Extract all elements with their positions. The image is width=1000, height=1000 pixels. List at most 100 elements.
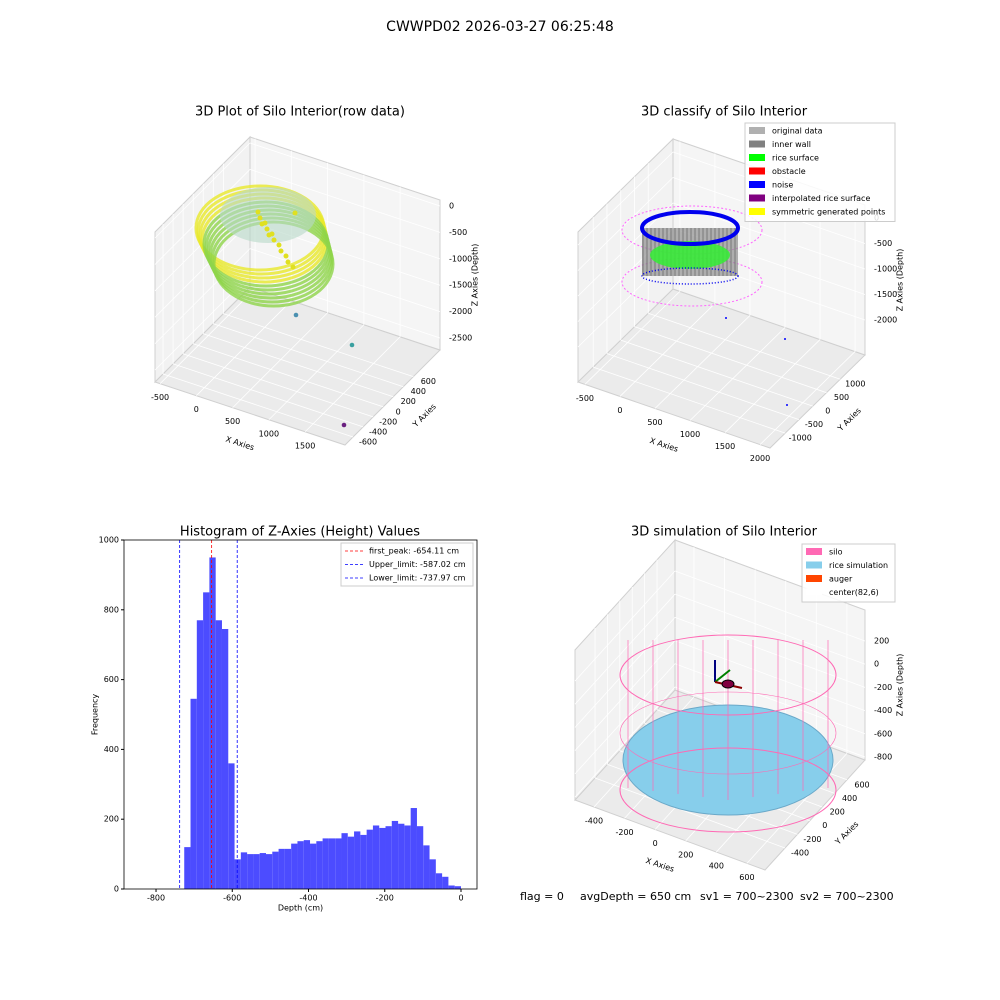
hist-bar [416, 826, 424, 889]
legend-swatch [749, 154, 765, 161]
z-tick-label: -1500 [449, 281, 472, 290]
hist-bar [442, 876, 449, 889]
hist-bar [234, 859, 241, 889]
y-tick-label: 200 [401, 397, 416, 406]
grid-line [574, 617, 676, 728]
axes-frame [123, 539, 478, 890]
grid-line [159, 288, 256, 384]
legend-box [744, 122, 896, 222]
z-tick-label: 0 [449, 202, 454, 211]
y-tick-label: 200 [104, 815, 119, 824]
chart-title: 3D classify of Silo Interior [641, 105, 808, 120]
legend-label: rice surface [772, 154, 819, 163]
noise-bottom [641, 267, 739, 285]
grid-line [674, 570, 866, 642]
grid-line [193, 343, 384, 408]
z-tick-label: -2000 [449, 307, 472, 316]
y-tick-label: 0 [396, 407, 401, 416]
legend-label: noise [772, 181, 793, 190]
grid-line [223, 313, 414, 378]
x-tick-label: 0 [458, 894, 463, 903]
rice-point [283, 253, 289, 259]
hist-bar [435, 873, 443, 889]
legend-swatch [749, 140, 765, 148]
y-tick-label: -600 [359, 437, 377, 446]
legend-label: auger [829, 575, 853, 584]
x-tick-label: -200 [376, 894, 394, 903]
silo-bottom [619, 747, 837, 833]
hist-bar [203, 592, 210, 889]
z-tick-label: -400 [874, 706, 892, 715]
rice-point [255, 209, 261, 215]
y-tick-label: 400 [842, 794, 857, 803]
y-tick-label: 1000 [845, 380, 865, 389]
pink-ring [621, 257, 763, 307]
y-tick-label: -200 [803, 835, 821, 844]
legend-label: interpolated rice surface [772, 194, 870, 203]
hist-bar [221, 628, 229, 889]
hist-bar [391, 820, 399, 889]
y-axis-label: Frequency [91, 694, 100, 736]
y-tick-label: 0 [825, 407, 830, 416]
pink-ring [621, 205, 763, 255]
z-tick-label: -2500 [449, 334, 472, 343]
grid-line [574, 640, 676, 751]
noise-point [784, 338, 786, 340]
y-tick-label: 800 [104, 605, 119, 614]
hist-bar [448, 885, 455, 889]
y-tick-label: -400 [791, 848, 809, 857]
grid-line [654, 315, 751, 409]
z-tick-label: 200 [874, 636, 889, 645]
hist-bar [253, 854, 260, 889]
x-tick-label: 1500 [295, 441, 315, 450]
footer-text: avgDepth = 650 cm [580, 890, 691, 903]
z-axis-label: Z Axies (Depth) [471, 244, 480, 307]
silo-inner [220, 187, 316, 243]
legend-swatch [806, 588, 822, 596]
chart-title: 3D simulation of Silo Interior [631, 525, 818, 540]
hist-bar [366, 829, 373, 889]
hist-bar [215, 620, 222, 889]
x-tick-label: 0 [194, 405, 199, 414]
hist-bar [259, 853, 267, 889]
noise-point [725, 317, 727, 319]
rice-point [276, 242, 282, 248]
grid-line [584, 291, 681, 385]
hist-bar [310, 843, 317, 889]
grid-line [577, 177, 674, 271]
z-tick-label: 0 [874, 660, 879, 669]
y-tick-label: -500 [805, 420, 823, 429]
hist-bar [404, 825, 411, 889]
hist-bar [284, 848, 292, 889]
x-tick-label: 600 [739, 873, 754, 882]
legend-label: first_peak: -654.11 cm [369, 547, 459, 556]
x-tick-label: -400 [585, 816, 603, 825]
z-tick-label: -1500 [874, 290, 897, 299]
hist-bar [303, 840, 311, 889]
rice-point [259, 221, 265, 227]
hist-bar [291, 843, 298, 889]
x-axis-label: Depth (cm) [278, 904, 323, 913]
y-tick-label: 400 [411, 387, 426, 396]
grid-line [674, 640, 866, 711]
legend-label: Lower_limit: -737.97 cm [369, 574, 466, 583]
grid-line [634, 326, 827, 394]
legend-label: obstacle [772, 167, 806, 176]
y-tick-label: -200 [379, 417, 397, 426]
hist-bar [354, 831, 361, 889]
legend-label: silo [829, 548, 843, 557]
rice-surface [650, 241, 730, 269]
grid-line [249, 248, 441, 312]
z-tick-label: -500 [874, 239, 892, 248]
x-tick-label: -400 [299, 894, 317, 903]
y-tick-label: 600 [104, 675, 119, 684]
x-tick-label: -600 [223, 894, 241, 903]
x-tick-label: 0 [617, 406, 622, 415]
hist-bar [322, 838, 329, 889]
y-tick-label: 400 [104, 745, 119, 754]
noise-point [786, 404, 788, 406]
rice-point [266, 232, 272, 238]
z-tick-label: -1000 [449, 254, 472, 263]
